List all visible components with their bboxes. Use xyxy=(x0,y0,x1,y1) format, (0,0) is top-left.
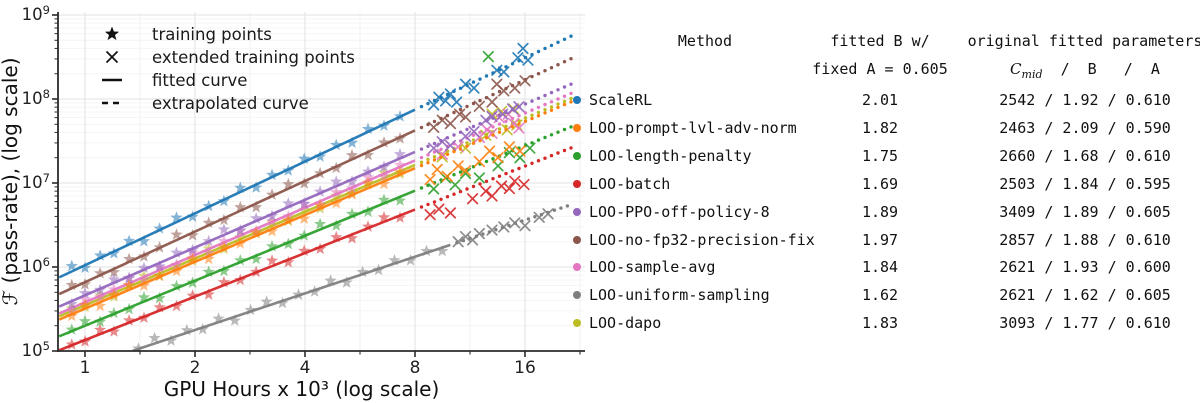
series-color-dot xyxy=(573,291,581,300)
table-row: LOO-prompt-lvl-adv-norm 1.82 2463 / 2.09 /… xyxy=(560,118,1200,138)
fitted-b-value: 1.69 xyxy=(861,174,899,193)
method-name: LOO-uniform-sampling xyxy=(589,286,770,305)
cmid-subscript: mid xyxy=(1021,68,1043,81)
table-row: ScaleRL 2.01 2542 / 1.92 / 0.610 xyxy=(560,90,1200,110)
results-table: Method fitted B w/ fixed A = 0.605 origi… xyxy=(560,0,1200,403)
original-params-value: 2463 / 2.09 / 0.590 xyxy=(999,118,1171,137)
method-name: LOO-dapo xyxy=(589,314,662,333)
fitted-b-value: 1.75 xyxy=(861,146,899,165)
series-color-dot xyxy=(573,207,581,216)
original-params-value: 2857 / 1.88 / 0.610 xyxy=(999,230,1171,249)
svg-text:4: 4 xyxy=(300,358,311,378)
method-name: ScaleRL xyxy=(589,91,653,109)
method-name: LOO-no-fp32-precision-fix xyxy=(589,230,815,249)
series-color-dot xyxy=(573,235,581,244)
svg-text:8: 8 xyxy=(410,358,421,378)
fitted-b-value: 1.97 xyxy=(861,230,899,249)
table-row: LOO-batch 1.69 2503 / 1.84 / 0.595 xyxy=(560,174,1200,194)
svg-text:109: 109 xyxy=(22,3,50,24)
star-icon xyxy=(104,26,120,41)
method-name: LOO-sample-avg xyxy=(589,258,716,277)
series-color-dot xyxy=(573,179,581,188)
method-name: LOO-prompt-lvl-adv-norm xyxy=(589,118,797,137)
svg-text:105: 105 xyxy=(22,339,50,360)
fitted-b-value: 2.01 xyxy=(861,91,899,109)
fitted-b-value: 1.84 xyxy=(861,258,899,277)
legend-label: fitted curve xyxy=(152,71,247,90)
fitted-b-value: 1.82 xyxy=(861,118,899,137)
legend-label: training points xyxy=(152,25,272,44)
table-header-fitted-b-line1: fitted B w/ xyxy=(830,32,930,50)
fitted-b-value: 1.89 xyxy=(861,202,899,221)
method-name: LOO-PPO-off-policy-8 xyxy=(589,202,770,221)
original-params-value: 2621 / 1.62 / 0.605 xyxy=(999,286,1171,305)
fitted-b-value: 1.83 xyxy=(861,314,899,333)
y-axis-label: ℱ (pass-rate), (log scale) xyxy=(0,57,22,305)
series-color-dot xyxy=(573,151,581,160)
fitted-b-value: 1.62 xyxy=(861,286,899,305)
series-color-dot xyxy=(573,263,581,272)
scaling-law-plot: 1 2 4 8 16 105 106 107 108 109 GPU Hours x 10³ (lo… xyxy=(0,3,585,401)
table-header-params-line1: original fitted parameters xyxy=(967,32,1200,50)
table-row: LOO-length-penalty 1.75 2660 / 1.68 / 0.61… xyxy=(560,146,1200,166)
table-row: LOO-uniform-sampling 1.62 2621 / 1.62 / 0.… xyxy=(560,285,1200,305)
svg-text:107: 107 xyxy=(22,171,50,192)
svg-text:108: 108 xyxy=(22,87,50,108)
svg-text:106: 106 xyxy=(22,255,50,276)
original-params-value: 2503 / 1.84 / 0.595 xyxy=(999,174,1171,193)
cmid-symbol: C xyxy=(1010,60,1022,78)
svg-text:1: 1 xyxy=(80,358,91,378)
method-name: LOO-length-penalty xyxy=(589,146,752,165)
series-color-dot xyxy=(573,96,581,104)
table-row: LOO-sample-avg 1.84 2621 / 1.93 / 0.600 xyxy=(560,257,1200,277)
original-params-value: 2542 / 1.92 / 0.610 xyxy=(999,91,1171,109)
original-params-value: 2660 / 1.68 / 0.610 xyxy=(999,146,1171,165)
plot-canvas: 1 2 4 8 16 105 106 107 108 109 GPU Hours x 10³ (lo… xyxy=(0,3,585,401)
params-header-rest: / B / A xyxy=(1042,60,1160,78)
table-row: LOO-dapo 1.83 3093 / 1.77 / 0.610 xyxy=(560,313,1200,333)
series-color-dot xyxy=(573,319,581,328)
original-params-value: 3409 / 1.89 / 0.605 xyxy=(999,202,1171,221)
table-header-params-line2: Cmid / B / A xyxy=(960,60,1200,81)
method-name: LOO-batch xyxy=(589,174,671,193)
original-params-value: 2621 / 1.93 / 0.600 xyxy=(999,258,1171,277)
legend-label: extended training points xyxy=(152,48,355,67)
table-row: LOO-no-fp32-precision-fix 1.97 2857 / 1.88… xyxy=(560,230,1200,250)
table-row: LOO-PPO-off-policy-8 1.89 3409 / 1.89 / 0.… xyxy=(560,202,1200,222)
cross-icon xyxy=(105,50,119,64)
table-header-fitted-b-line2: fixed A = 0.605 xyxy=(812,60,948,78)
svg-text:16: 16 xyxy=(514,358,536,378)
table-header-method: Method xyxy=(677,32,733,50)
legend-label: extrapolated curve xyxy=(152,94,309,113)
original-params-value: 3093 / 1.77 / 0.610 xyxy=(999,314,1171,333)
series-color-dot xyxy=(573,123,581,132)
svg-text:2: 2 xyxy=(190,358,201,378)
x-axis-label: GPU Hours x 10³ (log scale) xyxy=(164,377,440,401)
